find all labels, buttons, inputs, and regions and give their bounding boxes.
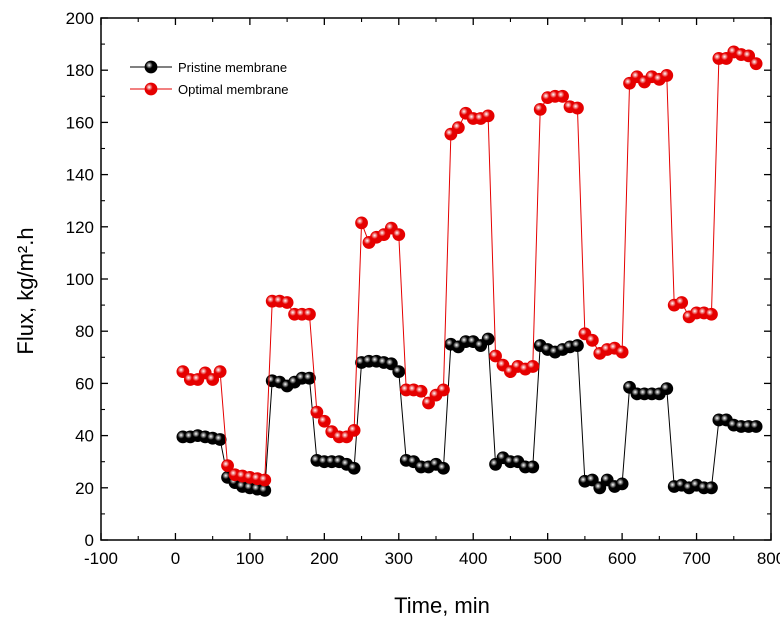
y-axis-title: Flux, kg/m².h	[13, 227, 38, 354]
data-point-pristine-membrane	[481, 332, 495, 346]
data-point-pristine-membrane	[585, 473, 599, 487]
data-point-optimal-membrane	[437, 383, 450, 397]
y-tick-label: 180	[66, 61, 94, 80]
data-point-pristine-membrane	[213, 433, 227, 446]
data-point-pristine-membrane	[303, 371, 316, 385]
y-tick-label: 100	[66, 270, 94, 289]
x-tick-label: 700	[682, 549, 710, 568]
data-point-optimal-membrane	[347, 423, 361, 437]
data-point-optimal-membrane	[422, 396, 435, 410]
y-tick-label: 60	[75, 374, 94, 393]
legend-label-optimal-membrane: Optimal membrane	[178, 82, 289, 97]
data-point-optimal-membrane	[213, 365, 227, 379]
data-point-optimal-membrane	[481, 109, 495, 123]
data-point-optimal-membrane	[414, 384, 428, 398]
series-line-pristine-membrane	[182, 337, 757, 491]
series-layer	[176, 45, 763, 497]
y-tick-label: 140	[66, 166, 94, 185]
data-point-pristine-membrane	[347, 461, 361, 475]
x-tick-label: 200	[310, 549, 338, 568]
x-tick-label: 0	[171, 549, 180, 568]
x-tick-label: 100	[236, 549, 264, 568]
axes: -100010020030040050060070080002040608010…	[66, 9, 780, 568]
data-point-pristine-membrane	[705, 481, 718, 495]
data-point-optimal-membrane	[615, 345, 629, 359]
data-point-pristine-membrane	[571, 339, 584, 352]
data-point-pristine-membrane	[384, 357, 398, 371]
data-point-optimal-membrane	[221, 459, 234, 473]
x-tick-label: 300	[385, 549, 413, 568]
data-point-optimal-membrane	[585, 333, 599, 347]
data-point-pristine-membrane	[615, 477, 629, 491]
data-point-optimal-membrane	[749, 57, 763, 71]
data-point-optimal-membrane	[489, 349, 502, 363]
data-point-optimal-membrane	[571, 101, 584, 115]
x-tick-label: 400	[459, 549, 487, 568]
data-point-pristine-membrane	[437, 461, 450, 475]
x-tick-label: 800	[757, 549, 780, 568]
y-tick-label: 0	[85, 531, 94, 550]
data-point-optimal-membrane	[317, 414, 331, 428]
data-point-optimal-membrane	[533, 102, 547, 116]
data-point-pristine-membrane	[749, 420, 763, 433]
y-tick-label: 80	[75, 322, 94, 341]
legend-marker-pristine-membrane	[144, 60, 158, 74]
data-point-optimal-membrane	[660, 69, 674, 82]
data-point-optimal-membrane	[280, 296, 294, 309]
data-point-optimal-membrane	[258, 473, 272, 487]
data-point-optimal-membrane	[556, 89, 569, 103]
series-optimal-membrane	[176, 45, 763, 487]
data-point-pristine-membrane	[660, 382, 674, 396]
data-point-optimal-membrane	[176, 365, 190, 379]
data-point-optimal-membrane	[705, 307, 718, 321]
y-tick-label: 40	[75, 427, 94, 446]
data-point-optimal-membrane	[451, 121, 465, 135]
legend-marker-optimal-membrane	[144, 82, 158, 96]
y-tick-label: 120	[66, 218, 94, 237]
data-point-optimal-membrane	[526, 360, 540, 373]
legend-label-pristine-membrane: Pristine membrane	[178, 60, 287, 75]
series-pristine-membrane	[176, 332, 763, 497]
x-tick-label: -100	[84, 549, 118, 568]
legend: Pristine membrane Optimal membrane	[130, 60, 289, 97]
data-point-pristine-membrane	[392, 365, 406, 379]
data-point-pristine-membrane	[526, 460, 540, 474]
data-point-optimal-membrane	[303, 307, 316, 321]
data-point-optimal-membrane	[392, 228, 406, 242]
x-tick-label: 600	[608, 549, 636, 568]
y-tick-label: 200	[66, 9, 94, 28]
y-tick-label: 20	[75, 479, 94, 498]
data-point-optimal-membrane	[355, 216, 368, 230]
data-point-optimal-membrane	[310, 405, 324, 419]
x-tick-label: 500	[533, 549, 561, 568]
data-point-optimal-membrane	[675, 296, 689, 309]
data-point-optimal-membrane	[742, 49, 756, 63]
data-point-pristine-membrane	[593, 481, 607, 495]
x-axis-title: Time, min	[394, 593, 490, 618]
data-point-optimal-membrane	[206, 373, 220, 386]
y-tick-label: 160	[66, 113, 94, 132]
